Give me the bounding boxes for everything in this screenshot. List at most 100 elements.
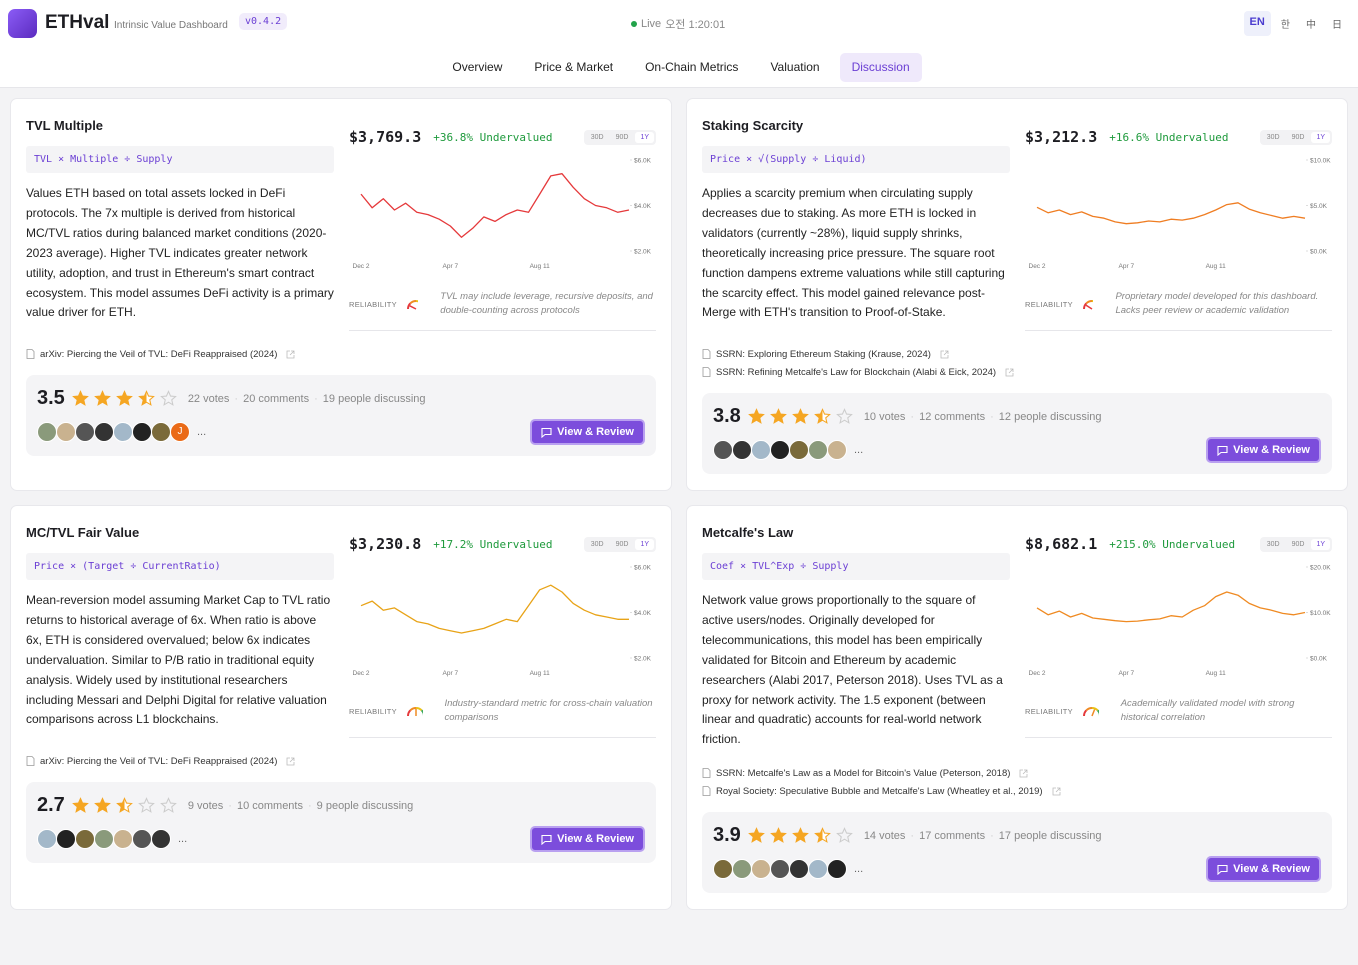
star	[137, 797, 155, 813]
reference[interactable]: SSRN: Metcalfe's Law as a Model for Bitc…	[702, 764, 1332, 782]
participants-row: ... View & Review	[713, 856, 1321, 883]
gauge-arc	[409, 707, 416, 712]
range-option[interactable]: 90D	[1291, 133, 1305, 141]
y-tick-label: $6.0K	[634, 158, 652, 165]
avatar	[56, 422, 76, 442]
link-shape	[287, 757, 295, 765]
range-option[interactable]: 30D	[1266, 540, 1280, 548]
gauge-arc	[409, 300, 416, 305]
avatar	[713, 440, 733, 460]
star	[769, 408, 787, 424]
avatar	[75, 829, 95, 849]
reference[interactable]: arXiv: Piercing the Veil of TVL: DeFi Re…	[26, 345, 656, 363]
view-review-button[interactable]: View & Review	[1206, 437, 1321, 463]
brand[interactable]: ETHval	[45, 12, 110, 33]
range-option[interactable]: 30D	[1266, 133, 1280, 141]
view-review-button[interactable]: View & Review	[1206, 856, 1321, 883]
range-option[interactable]: 90D	[615, 540, 629, 548]
more-participants: ...	[197, 426, 207, 438]
avatar	[75, 422, 95, 442]
reference[interactable]: SSRN: Refining Metcalfe's Law for Blockc…	[702, 363, 1332, 381]
logo[interactable]	[8, 9, 37, 38]
reference[interactable]: arXiv: Piercing the Veil of TVL: DeFi Re…	[26, 752, 656, 770]
nav-tab[interactable]: Discussion	[839, 53, 922, 82]
avatar	[113, 829, 133, 849]
x-tick-label: Apr 7	[1119, 263, 1135, 270]
link-shape	[1052, 787, 1060, 796]
avatar	[94, 422, 114, 442]
range-option[interactable]: 30D	[590, 540, 604, 548]
avatar	[808, 440, 828, 460]
references: SSRN: Metcalfe's Law as a Model for Bitc…	[702, 764, 1332, 800]
gauge-arc	[406, 709, 412, 717]
avatar	[37, 422, 57, 442]
participants-row: J... View & Review	[37, 419, 645, 445]
reliability-gauge	[1082, 707, 1099, 717]
y-tick-label: $5.0K	[1310, 203, 1328, 210]
price-row: $8,682.1 +215.0% Undervalued 30D 90D 1Y	[1025, 533, 1332, 555]
button-label: View & Review	[557, 833, 634, 845]
gauge-arc	[1091, 300, 1094, 303]
description: Network value grows proportionally to th…	[702, 593, 1003, 747]
model-card: TVL Multiple TVL × Multiple ÷ Supply Value…	[10, 98, 672, 491]
doc-shape	[702, 786, 711, 797]
range-option[interactable]: 1Y	[1311, 538, 1330, 550]
star	[835, 408, 853, 424]
star	[159, 797, 177, 813]
reliability-label: RELIABILITY	[1025, 706, 1073, 716]
view-review-button[interactable]: View & Review	[530, 419, 645, 445]
range-option[interactable]: 1Y	[1311, 131, 1330, 143]
x-tick-label: Apr 7	[443, 263, 459, 270]
comment-count: 17 comments	[919, 829, 986, 842]
reliability: RELIABILITY Academically validated model …	[1025, 691, 1332, 738]
gauge-needle	[1085, 304, 1093, 310]
nav-tab[interactable]: Overview	[452, 60, 503, 74]
live-status: Live 오전 1:20:01	[631, 16, 725, 32]
description: Values ETH based on total assets locked …	[26, 186, 334, 320]
star-shape	[835, 827, 853, 844]
upside: +36.8% Undervalued	[433, 131, 552, 144]
chat-shape	[541, 834, 552, 845]
reliability: RELIABILITY TVL may include leverage, rec…	[349, 284, 656, 331]
range-option[interactable]: 1Y	[635, 131, 654, 143]
participants-row: ... View & Review	[713, 437, 1321, 463]
doc-icon	[702, 786, 711, 797]
language-option[interactable]: 中	[1306, 20, 1316, 31]
card-left: Price × √(Supply ÷ Liquid) Applies a scar…	[702, 146, 1010, 331]
star	[159, 390, 177, 406]
gauge-arc	[1091, 707, 1099, 712]
card-top: Price × (Target ÷ CurrentRatio) Mean-reve…	[26, 535, 656, 738]
star-shape	[137, 390, 155, 406]
button-label: View & Review	[557, 426, 634, 438]
y-tick-label: $20.0K	[1310, 565, 1331, 572]
range-option[interactable]: 90D	[1291, 540, 1305, 548]
fair-value: $8,682.1	[1025, 535, 1098, 553]
view-review-button[interactable]: View & Review	[530, 826, 645, 852]
avatar	[751, 440, 771, 460]
language-option[interactable]: 日	[1332, 20, 1342, 31]
nav-tab[interactable]: On-Chain Metrics	[645, 60, 739, 74]
star	[93, 797, 111, 813]
rating-value: 3.9	[713, 824, 741, 847]
language-option[interactable]: EN	[1243, 11, 1271, 36]
version-badge: v0.4.2	[239, 13, 288, 30]
rating-row: 2.7 9 votes · 10 comments · 9 people discussi…	[37, 794, 645, 817]
discussion-count: 17 people discussing	[998, 829, 1102, 842]
range-option[interactable]: 90D	[615, 133, 629, 141]
nav-tab[interactable]: Price & Market	[534, 60, 614, 74]
separator: ·	[990, 829, 994, 842]
reference[interactable]: Royal Society: Speculative Bubble and Me…	[702, 782, 1332, 800]
star-shape	[747, 408, 765, 424]
avatar	[751, 859, 771, 880]
verdict: Undervalued	[1155, 130, 1229, 144]
range-option[interactable]: 30D	[590, 133, 604, 141]
rating-value: 2.7	[37, 794, 65, 816]
language-option[interactable]: 한	[1280, 20, 1290, 31]
comment-count: 10 comments	[236, 799, 303, 812]
star-shape	[159, 390, 177, 406]
nav-tab[interactable]: Valuation	[770, 60, 820, 74]
formula: Price × √(Supply ÷ Liquid)	[702, 146, 1010, 173]
range-option[interactable]: 1Y	[635, 538, 654, 550]
reference[interactable]: SSRN: Exploring Ethereum Staking (Krause…	[702, 345, 1332, 363]
avatar	[37, 829, 57, 849]
